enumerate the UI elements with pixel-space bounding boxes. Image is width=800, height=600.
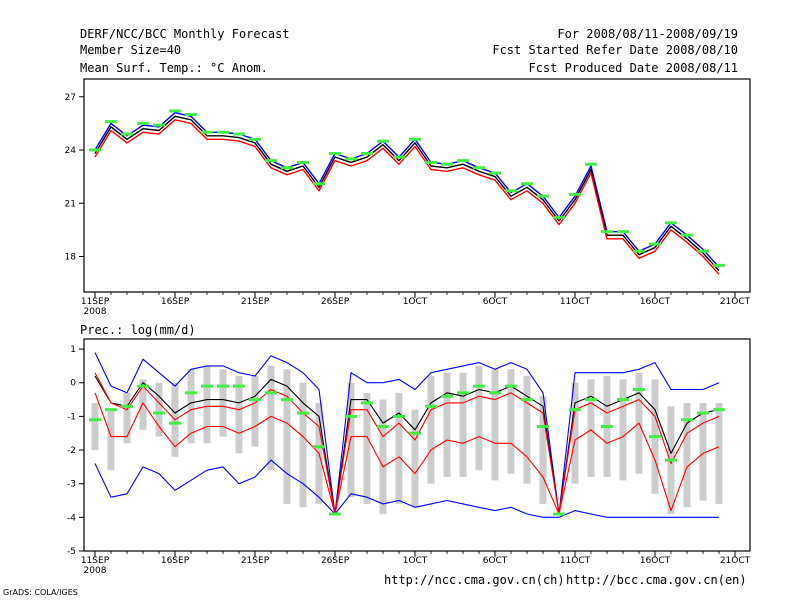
member-size-label: Member Size=40: [80, 43, 182, 57]
temp-xtick-label: 21SEP: [241, 297, 270, 307]
precip-xtick-label: 26SEP: [321, 556, 350, 566]
precip-spread-box: [347, 382, 355, 498]
precip-spread-box: [395, 392, 403, 504]
precip-spread-box: [443, 372, 451, 477]
bcc-url-link[interactable]: http://bcc.cma.gov.cn(en): [566, 573, 747, 587]
precip-series-lower_spread: [94, 392, 720, 515]
temp-ytick-label: 18: [65, 253, 77, 263]
precip-xtick-label: 6OCT: [483, 556, 508, 566]
precip-spread-box: [251, 376, 259, 447]
precip-ytick-label: -5: [67, 547, 76, 557]
precip-spread-box: [507, 369, 515, 474]
precip-spread-box: [523, 376, 531, 484]
precip-xtick-year-label: 2008: [84, 566, 107, 576]
variable-label: Mean Surf. Temp.: °C Anom.: [80, 61, 268, 75]
temp-xtick-label: 1OCT: [403, 297, 428, 307]
forecast-start-date: Fcst Started Refer Date 2008/08/10: [492, 43, 738, 57]
precip-ytick-label: -1: [67, 412, 76, 422]
temp-ytick-label: 21: [65, 199, 76, 209]
precip-plot-frame: [83, 338, 751, 552]
precip-spread-box: [459, 372, 467, 477]
precip-xtick-label: 11SEP: [81, 556, 110, 566]
precip-ytick-label: -3: [67, 480, 76, 490]
temp-series-mean: [94, 115, 720, 272]
precip-series-min: [94, 459, 719, 518]
precip-spread-box: [411, 409, 419, 508]
temp-ytick-label: 27: [65, 93, 76, 103]
precip-spread-box: [715, 402, 723, 504]
precip-spread-box: [699, 402, 707, 501]
temp-xtick-label: 11OCT: [560, 297, 591, 307]
precip-spread-box: [203, 365, 211, 444]
precip-xtick-label: 16OCT: [640, 556, 671, 566]
temp-xtick-label: 11SEP: [81, 297, 110, 307]
precip-spread-box: [363, 392, 371, 504]
precip-ytick-label: -4: [67, 513, 76, 523]
temp-xtick-label: 21OCT: [720, 297, 751, 307]
precip-spread-box: [427, 376, 435, 484]
precip-xtick-label: 16SEP: [161, 556, 190, 566]
precip-spread-box: [475, 365, 483, 471]
precip-spread-box: [187, 369, 195, 444]
precip-spread-box: [155, 382, 163, 437]
precip-spread-box: [267, 365, 275, 471]
precip-spread-box: [235, 376, 243, 454]
temp-xtick-label: 16SEP: [161, 297, 190, 307]
precip-spread-box: [379, 399, 387, 514]
precip-xtick-label: 11OCT: [560, 556, 591, 566]
precip-spread-box: [283, 369, 291, 504]
precip-spread-box: [571, 382, 579, 484]
grads-credit: GrADS: COLA/IGES: [3, 588, 78, 597]
temp-xtick-label: 26SEP: [321, 297, 350, 307]
chart-title: DERF/NCC/BCC Monthly Forecast: [80, 27, 290, 41]
precip-spread-box: [123, 392, 131, 444]
precip-xtick-label: 1OCT: [403, 556, 428, 566]
temp-series-lower: [94, 119, 720, 275]
precip-spread-box: [683, 402, 691, 508]
precip-spread-box: [491, 369, 499, 481]
precip-spread-box: [539, 396, 547, 504]
precip-spread-box: [91, 402, 99, 451]
ncc-url-link[interactable]: http://ncc.cma.gov.cn(ch): [384, 573, 565, 587]
temp-series-upper: [94, 111, 720, 268]
precip-series-max: [94, 352, 720, 515]
temp-plot-frame: [83, 78, 751, 293]
temp-ytick-label: 24: [65, 146, 77, 156]
precip-spread-box: [587, 379, 595, 477]
precip-series-ens_mean: [94, 375, 720, 515]
precip-panel-title: Prec.: log(mm/d): [80, 323, 196, 337]
precip-series-upper_spread: [94, 372, 720, 515]
forecast-period: For 2008/08/11-2008/09/19: [557, 27, 738, 41]
precip-spread-box: [139, 379, 147, 430]
precip-xtick-label: 21OCT: [720, 556, 751, 566]
precip-ytick-label: 1: [70, 345, 76, 355]
precip-ytick-label: -2: [67, 446, 76, 456]
precip-ytick-label: 0: [70, 379, 76, 389]
temp-xtick-label: 16OCT: [640, 297, 671, 307]
precip-spread-box: [219, 369, 227, 437]
precip-xtick-label: 21SEP: [241, 556, 270, 566]
temp-xtick-year-label: 2008: [84, 307, 107, 317]
precip-spread-box: [619, 379, 627, 481]
precip-spread-box: [299, 382, 307, 508]
temp-xtick-label: 6OCT: [483, 297, 508, 307]
forecast-produced-date: Fcst Produced Date 2008/08/11: [528, 61, 738, 75]
precip-spread-box: [107, 409, 115, 471]
